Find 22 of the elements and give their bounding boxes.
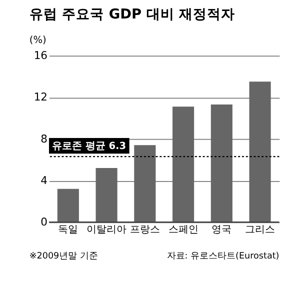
ref-line-label: 유로존 평균 6.3 — [52, 140, 126, 152]
y-tick-label: 16 — [34, 49, 48, 62]
y-tick-label: 12 — [34, 90, 48, 104]
text: ※2009년말 기준 — [29, 251, 98, 262]
bar — [249, 82, 271, 222]
text: 자료: 유로스타트(Eurostat) — [166, 251, 280, 262]
x-tick-label: 그리스 — [245, 224, 276, 236]
chart-title: 유럽 주요국 GDP 대비 재정적자 — [29, 6, 236, 22]
y-tick-label: 4 — [40, 174, 48, 187]
bar — [57, 188, 79, 222]
x-tick-label: 프랑스 — [130, 224, 160, 236]
x-tick-label: 독일 — [58, 224, 78, 236]
y-tick-label: 0 — [40, 216, 48, 229]
bar — [172, 106, 194, 222]
bar — [210, 104, 232, 222]
bar — [134, 145, 156, 222]
x-tick-label: 이탈리아 — [86, 224, 127, 236]
x-tick-label: 스페인 — [168, 224, 198, 236]
bar — [96, 168, 118, 222]
y-axis-title: (%) — [29, 34, 46, 46]
x-tick-label: 영국 — [212, 224, 232, 236]
y-tick-label: 8 — [40, 132, 48, 146]
